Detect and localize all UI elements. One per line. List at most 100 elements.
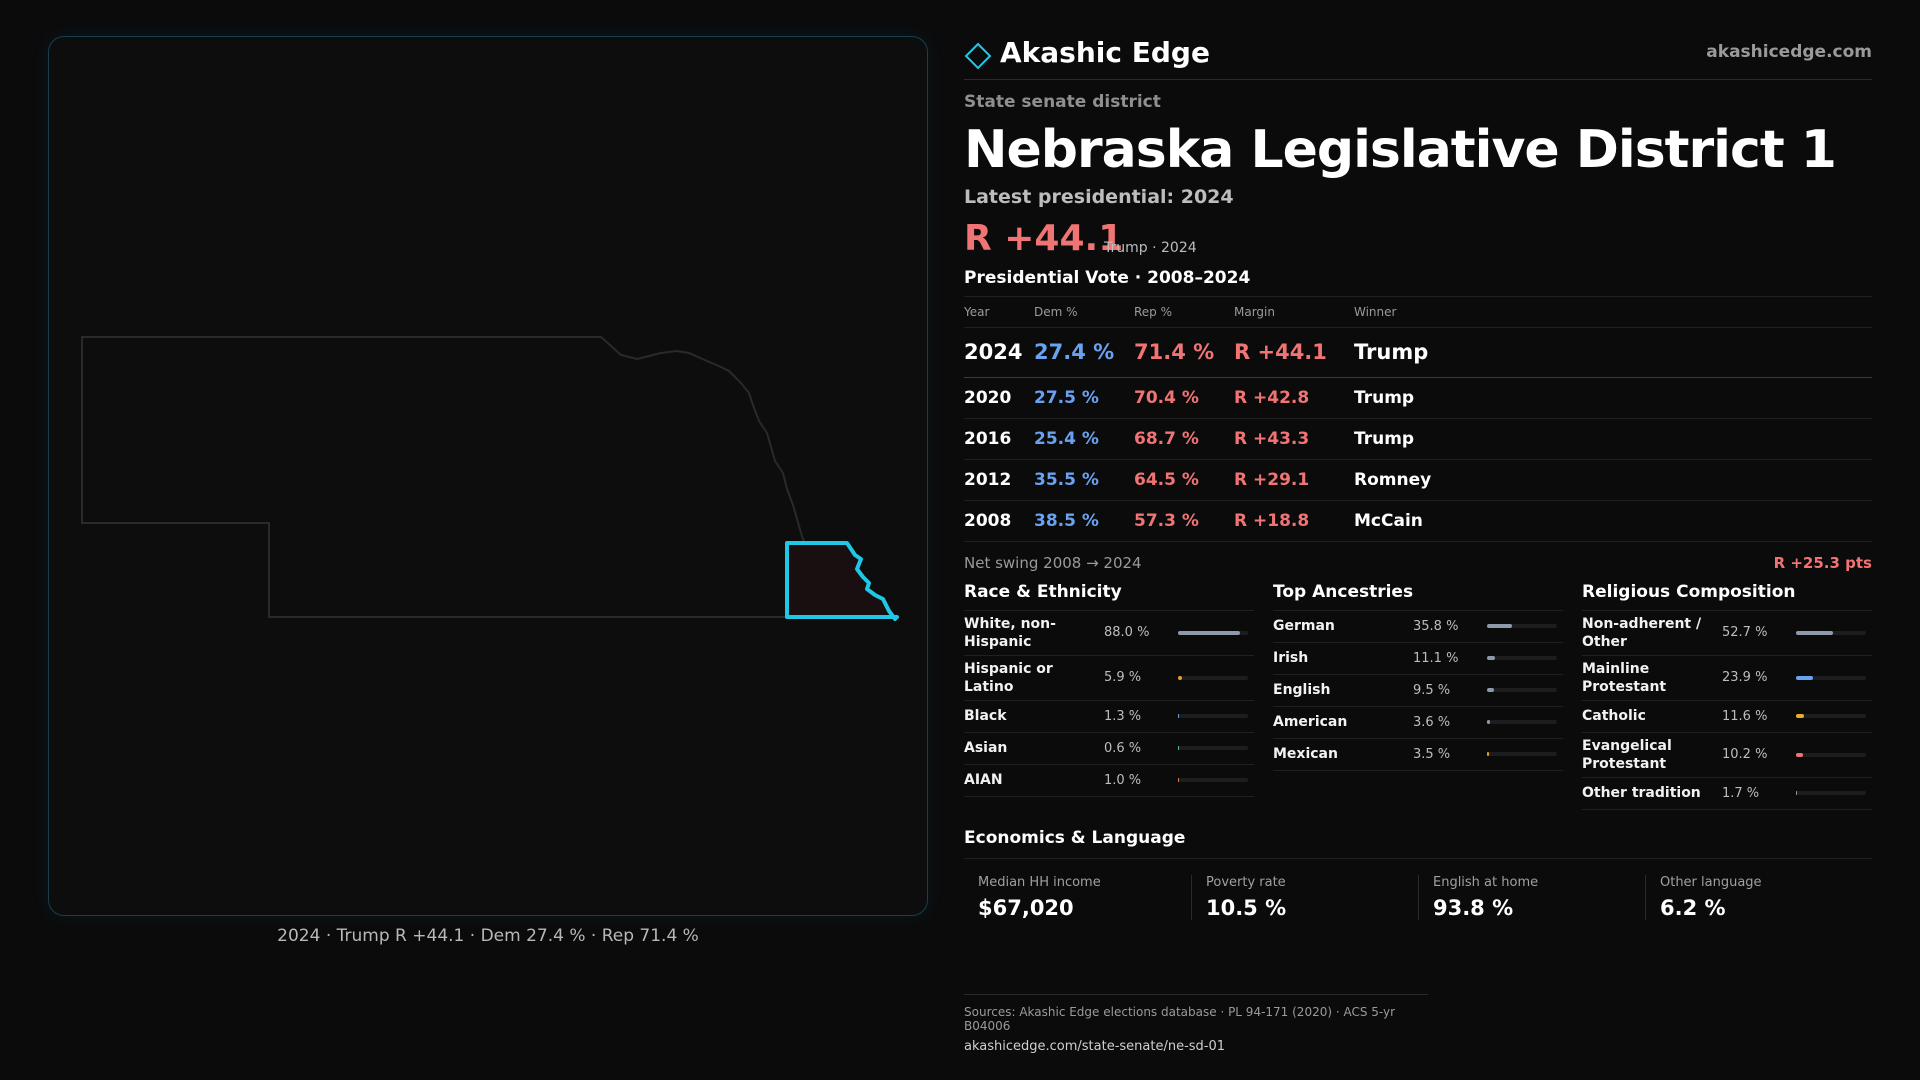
item-value: 0.6 % (1104, 740, 1142, 756)
cell-winner: Trump (1354, 418, 1872, 460)
headline-margin-sub: Trump · 2024 (1104, 240, 1197, 256)
item-value: 5.9 % (1104, 670, 1142, 685)
stat-label: Poverty rate (1205, 874, 1286, 890)
item-value: 52.7 % (1722, 625, 1768, 640)
cell-rep: 57.3 % (1134, 500, 1234, 542)
item-label: Hispanic or Latino (964, 660, 1053, 695)
list-item: AIAN 1.0 % (964, 765, 1254, 797)
cell-year: 2020 (964, 377, 1034, 419)
item-value: 3.5 % (1413, 746, 1451, 762)
results-table: Year Dem % Rep % Margin Winner 2024 27.4… (964, 297, 1872, 542)
item-label: American (1273, 714, 1348, 730)
item-value: 1.0 % (1104, 772, 1142, 788)
district-1-highlight (785, 541, 899, 621)
stat-median-income: Median HH income $67,020 (964, 875, 1191, 920)
cell-margin: R +44.1 (1234, 327, 1354, 378)
bar-fill (1487, 720, 1490, 724)
cell-dem: 35.5 % (1034, 459, 1134, 501)
item-value: 23.9 % (1722, 670, 1768, 685)
stat-value: 10.5 % (1205, 895, 1287, 920)
sources-url-link[interactable]: akashicedge.com/state-senate/ne-sd-01 (964, 1039, 1226, 1054)
item-value: 9.5 % (1413, 682, 1451, 698)
map-caption: 2024 · Trump R +44.1 · Dem 27.4 % · Rep … (277, 926, 699, 946)
bar-fill (1796, 714, 1805, 718)
net-swing-value: R +25.3 pts (1773, 553, 1872, 572)
list-item: German 35.8 % (1273, 611, 1563, 643)
bar-fill (1178, 778, 1180, 782)
item-label: Mainline Protestant (1582, 660, 1667, 695)
demographics: Race & Ethnicity White, non-Hispanic 88.0… (964, 582, 1872, 810)
district-kicker: State senate district (964, 92, 1161, 112)
economics-stats: Median HH income $67,020 Poverty rate 10… (964, 874, 1872, 920)
brand-url-link[interactable]: akashicedge.com (1706, 42, 1872, 62)
table-row: 2016 25.4 % 68.7 % R +43.3 Trump (964, 418, 1872, 460)
bar-fill (1487, 752, 1490, 756)
table-row: 2012 35.5 % 64.5 % R +29.1 Romney (964, 459, 1872, 501)
bar-track (1796, 714, 1866, 718)
headline-margin: R +44.1 Trump · 2024 (964, 218, 1872, 262)
cell-rep: 70.4 % (1134, 377, 1234, 419)
bar-track (1796, 675, 1866, 680)
cell-year: 2008 (964, 500, 1034, 542)
bar-track (1178, 675, 1248, 680)
header-year: Year (964, 297, 1034, 328)
stat-poverty-rate: Poverty rate 10.5 % (1190, 874, 1418, 920)
item-value: 11.1 % (1413, 650, 1459, 666)
cell-winner: Trump (1354, 327, 1872, 378)
latest-presidential-label: Latest presidential: 2024 (964, 186, 1234, 208)
bar-track (1487, 624, 1557, 628)
bar-track (1796, 630, 1866, 635)
net-swing-label: Net swing 2008 → 2024 (964, 553, 1142, 572)
cell-dem: 25.4 % (1034, 418, 1134, 460)
cell-margin: R +43.3 (1234, 418, 1354, 460)
race-section: Race & Ethnicity White, non-Hispanic 88.0… (964, 582, 1254, 810)
item-label: German (1273, 618, 1335, 634)
cell-margin: R +18.8 (1234, 500, 1354, 542)
stat-value: 93.8 % (1432, 895, 1514, 920)
bar-track (1487, 720, 1557, 724)
religion-title: Religious Composition (1582, 582, 1872, 611)
cell-year: 2016 (964, 418, 1034, 460)
stat-other-language: Other language 6.2 % (1644, 874, 1872, 920)
sources-footer: Sources: Akashic Edge elections database… (964, 994, 1428, 1054)
list-item: Asian 0.6 % (964, 733, 1254, 765)
cell-rep: 68.7 % (1134, 418, 1234, 460)
ancestry-title: Top Ancestries (1273, 582, 1563, 611)
item-label: Black (964, 708, 1007, 724)
header-winner: Winner (1354, 297, 1872, 328)
item-label: AIAN (964, 772, 1003, 788)
cell-dem: 27.5 % (1034, 377, 1134, 419)
list-item: Non-adherent / Other 52.7 % (1582, 611, 1872, 656)
economics-title: Economics & Language (964, 828, 1872, 859)
headline-margin-value: R +44.1 (964, 218, 1124, 259)
list-item: Mexican 3.5 % (1273, 739, 1563, 771)
brand-header: Akashic Edge akashicedge.com (964, 36, 1872, 80)
bar-fill (1796, 630, 1833, 635)
cell-dem: 38.5 % (1034, 500, 1134, 542)
district-map (48, 36, 928, 916)
results-title: Presidential Vote · 2008–2024 (964, 268, 1872, 297)
bar-track (1487, 752, 1557, 756)
cell-year: 2024 (964, 327, 1034, 378)
item-label: Evangelical Protestant (1582, 737, 1672, 772)
item-label: Asian (964, 740, 1008, 756)
item-value: 11.6 % (1722, 708, 1768, 724)
bar-fill (1487, 688, 1494, 692)
cell-dem: 27.4 % (1034, 327, 1134, 378)
stat-label: Median HH income (978, 874, 1101, 890)
bar-fill (1796, 675, 1813, 680)
list-item: Hispanic or Latino 5.9 % (964, 656, 1254, 701)
results-header-row: Year Dem % Rep % Margin Winner (964, 297, 1872, 328)
header-margin: Margin (1234, 297, 1354, 328)
item-label: White, non-Hispanic (964, 615, 1056, 650)
net-swing: Net swing 2008 → 2024 R +25.3 pts (964, 554, 1872, 578)
cell-margin: R +42.8 (1234, 377, 1354, 419)
list-item: American 3.6 % (1273, 707, 1563, 739)
stat-value: $67,020 (978, 895, 1074, 920)
list-item: Catholic 11.6 % (1582, 701, 1872, 733)
item-value: 3.6 % (1413, 714, 1451, 730)
cell-year: 2012 (964, 459, 1034, 501)
cell-rep: 71.4 % (1134, 327, 1234, 378)
stat-label: English at home (1432, 874, 1539, 890)
